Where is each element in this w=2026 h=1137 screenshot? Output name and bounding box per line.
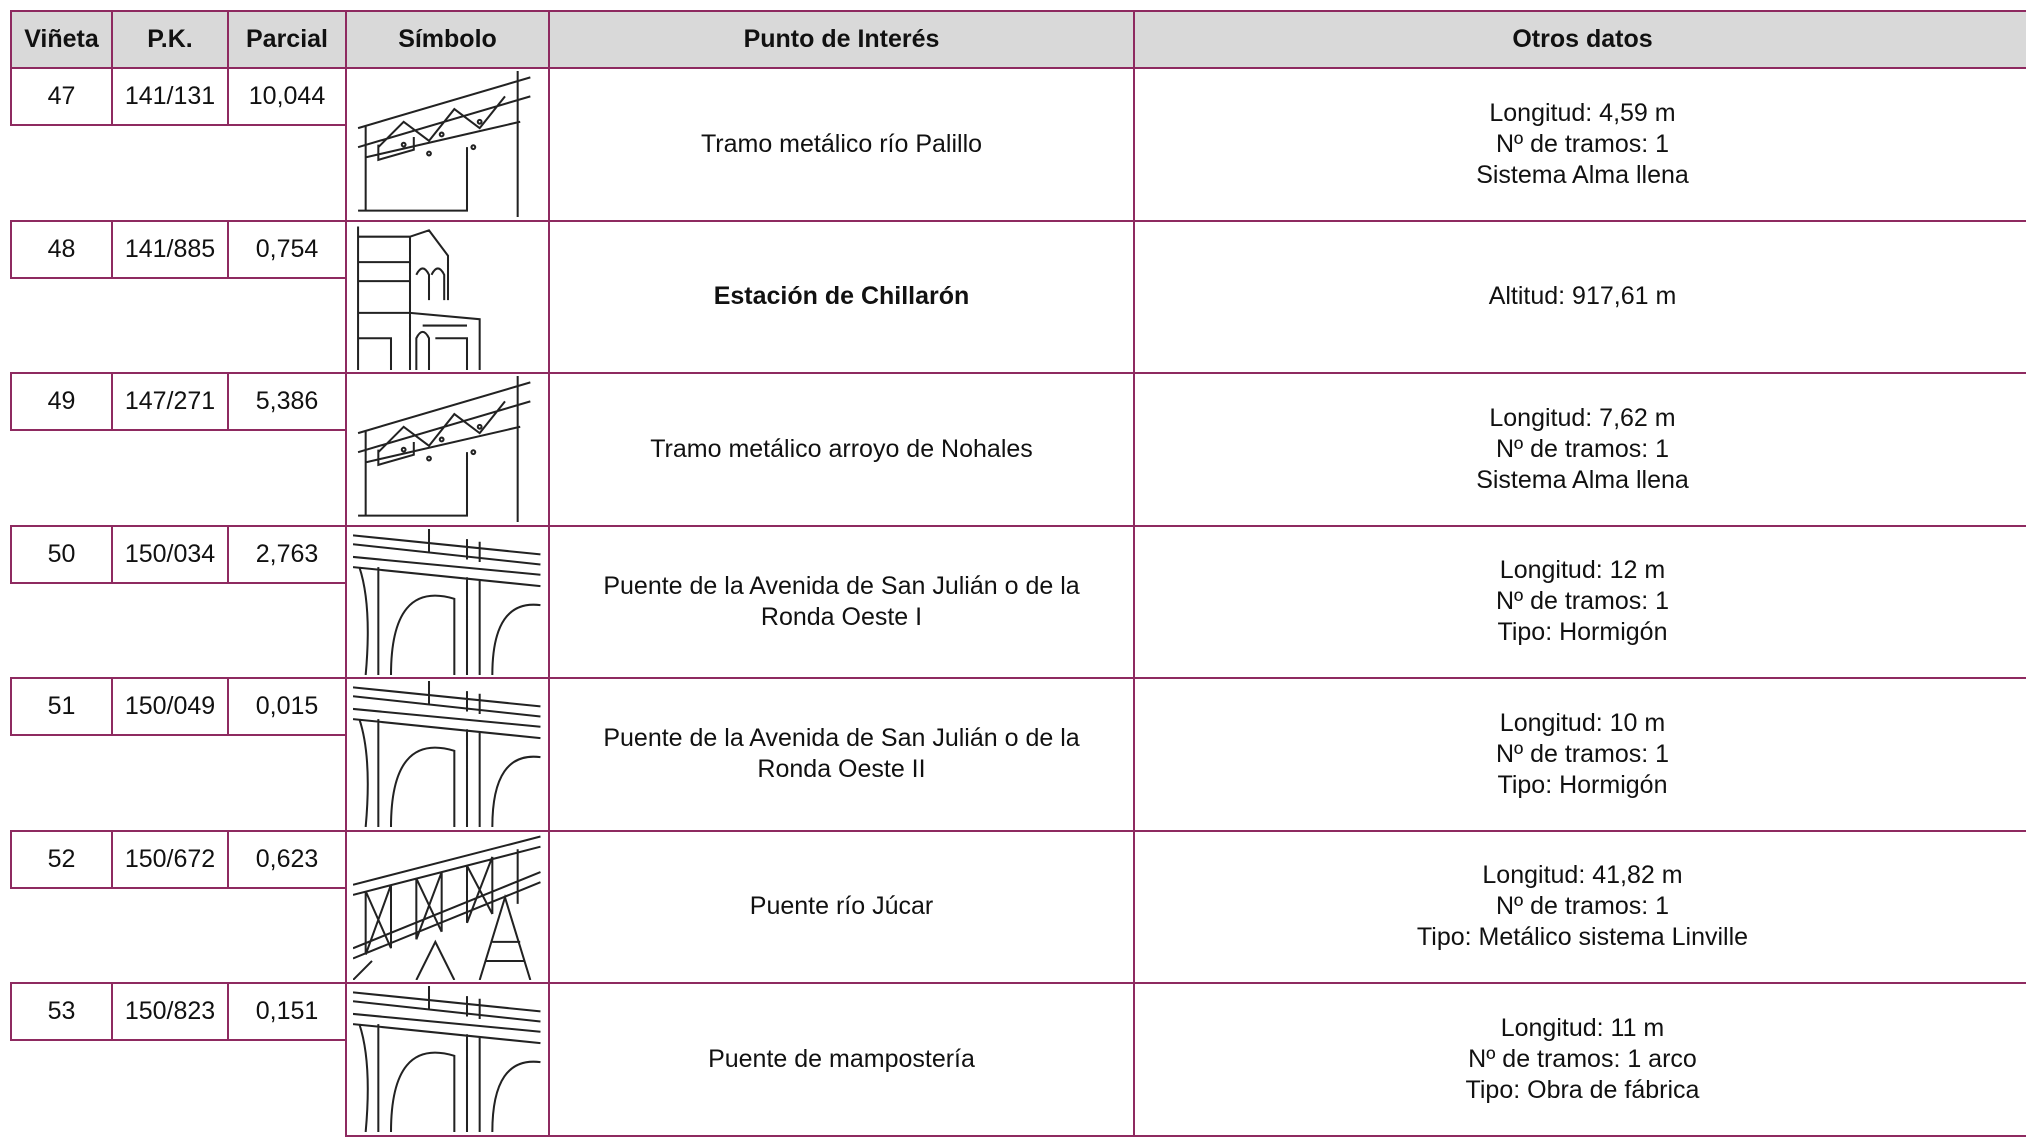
other-lines: Longitud: 11 m Nº de tramos: 1 arco Tipo: … bbox=[1466, 1013, 1700, 1106]
other-line: Longitud: 10 m bbox=[1499, 708, 1666, 737]
vineta-cell: 51 bbox=[10, 677, 113, 736]
pk-cell: 141/131 bbox=[111, 67, 229, 126]
other-line: Tipo: Obra de fábrica bbox=[1465, 1075, 1700, 1104]
other-lines: Altitud: 917,61 m bbox=[1489, 281, 1677, 312]
vineta-cell: 50 bbox=[10, 524, 113, 584]
symbol-icon bbox=[353, 681, 541, 827]
symbol-cell bbox=[345, 372, 550, 527]
other-cell: Altitud: 917,61 m bbox=[1133, 219, 2026, 374]
symbol-cell bbox=[345, 524, 550, 679]
other-line: Tipo: Hormigón bbox=[1497, 618, 1668, 647]
vineta-cell: 53 bbox=[10, 982, 113, 1041]
other-line: Longitud: 12 m bbox=[1499, 556, 1666, 585]
vineta-cell: 49 bbox=[10, 372, 113, 431]
other-lines: Longitud: 7,62 m Nº de tramos: 1 Sistema A… bbox=[1476, 403, 1689, 496]
parcial-cell: 0,015 bbox=[227, 677, 347, 736]
other-cell: Longitud: 41,82 m Nº de tramos: 1 Tipo: Me… bbox=[1133, 829, 2026, 984]
point-name: Estación de Chillarón bbox=[713, 282, 970, 311]
symbol-icon bbox=[353, 528, 541, 675]
pk-cell: 147/271 bbox=[111, 372, 229, 431]
other-lines: Longitud: 41,82 m Nº de tramos: 1 Tipo: Me… bbox=[1417, 860, 1748, 953]
other-line: Tipo: Metálico sistema Linville bbox=[1416, 923, 1749, 952]
other-line: Longitud: 7,62 m bbox=[1489, 403, 1676, 432]
other-cell: Longitud: 10 m Nº de tramos: 1 Tipo: Hormi… bbox=[1133, 677, 2026, 832]
header-cell: P.K. bbox=[111, 10, 229, 69]
vineta-cell: 47 bbox=[10, 67, 113, 126]
point-name: Tramo metálico arroyo de Nohales bbox=[650, 434, 1033, 463]
header-cell: Parcial bbox=[227, 10, 347, 69]
parcial-cell: 0,754 bbox=[227, 219, 347, 279]
symbol-icon bbox=[353, 986, 541, 1132]
point-cell: Puente río Júcar bbox=[548, 829, 1135, 984]
pk-cell: 150/049 bbox=[111, 677, 229, 736]
pk-cell: 141/885 bbox=[111, 219, 229, 279]
point-name: Puente de mampostería bbox=[708, 1044, 975, 1073]
other-cell: Longitud: 7,62 m Nº de tramos: 1 Sistema A… bbox=[1133, 372, 2026, 527]
point-cell: Puente de la Avenida de San Julián o de … bbox=[548, 677, 1135, 832]
point-cell: Estación de Chillarón bbox=[548, 219, 1135, 374]
point-name: Puente río Júcar bbox=[749, 892, 934, 921]
other-lines: Longitud: 10 m Nº de tramos: 1 Tipo: Hormi… bbox=[1496, 708, 1669, 801]
pk-cell: 150/823 bbox=[111, 982, 229, 1041]
other-line: Nº de tramos: 1 bbox=[1495, 129, 1670, 158]
parcial-cell: 10,044 bbox=[227, 67, 347, 126]
symbol-cell bbox=[345, 829, 550, 984]
other-line: Nº de tramos: 1 bbox=[1495, 739, 1670, 768]
other-line: Nº de tramos: 1 arco bbox=[1468, 1044, 1697, 1073]
other-cell: Longitud: 12 m Nº de tramos: 1 Tipo: Hormi… bbox=[1133, 524, 2026, 679]
other-line: Tipo: Hormigón bbox=[1497, 770, 1668, 799]
point-name: Puente de la Avenida de San Julián o de … bbox=[603, 571, 1080, 631]
other-line: Altitud: 917,61 m bbox=[1488, 282, 1677, 311]
symbol-icon bbox=[357, 376, 531, 522]
parcial-cell: 0,151 bbox=[227, 982, 347, 1041]
pk-cell: 150/672 bbox=[111, 829, 229, 889]
other-cell: Longitud: 4,59 m Nº de tramos: 1 Sistema A… bbox=[1133, 67, 2026, 222]
symbol-icon bbox=[357, 71, 531, 217]
parcial-cell: 2,763 bbox=[227, 524, 347, 584]
vineta-cell: 48 bbox=[10, 219, 113, 279]
point-name: Puente de la Avenida de San Julián o de … bbox=[603, 724, 1080, 784]
other-line: Nº de tramos: 1 bbox=[1495, 587, 1670, 616]
header-cell: Símbolo bbox=[345, 10, 550, 69]
other-line: Sistema Alma llena bbox=[1476, 465, 1689, 494]
header-cell: Otros datos bbox=[1133, 10, 2026, 69]
header-cell: Punto de Interés bbox=[548, 10, 1135, 69]
parcial-cell: 5,386 bbox=[227, 372, 347, 431]
other-lines: Longitud: 12 m Nº de tramos: 1 Tipo: Hormi… bbox=[1496, 555, 1669, 648]
symbol-icon bbox=[357, 226, 481, 370]
point-cell: Tramo metálico arroyo de Nohales bbox=[548, 372, 1135, 527]
other-line: Sistema Alma llena bbox=[1476, 160, 1689, 189]
other-cell: Longitud: 11 m Nº de tramos: 1 arco Tipo: … bbox=[1133, 982, 2026, 1137]
other-line: Longitud: 41,82 m bbox=[1482, 861, 1683, 890]
other-line: Longitud: 11 m bbox=[1500, 1013, 1665, 1042]
parcial-cell: 0,623 bbox=[227, 829, 347, 889]
other-lines: Longitud: 4,59 m Nº de tramos: 1 Sistema A… bbox=[1476, 98, 1689, 191]
symbol-cell bbox=[345, 677, 550, 832]
vineta-cell: 52 bbox=[10, 829, 113, 889]
symbol-cell bbox=[345, 219, 550, 374]
symbol-cell bbox=[345, 982, 550, 1137]
pk-cell: 150/034 bbox=[111, 524, 229, 584]
symbol-icon bbox=[353, 835, 541, 980]
header-cell: Viñeta bbox=[10, 10, 113, 69]
other-line: Nº de tramos: 1 bbox=[1495, 892, 1670, 921]
point-name: Tramo metálico río Palillo bbox=[700, 129, 983, 158]
symbol-cell bbox=[345, 67, 550, 222]
other-line: Longitud: 4,59 m bbox=[1489, 98, 1676, 127]
point-cell: Puente de la Avenida de San Julián o de … bbox=[548, 524, 1135, 679]
other-line: Nº de tramos: 1 bbox=[1495, 434, 1670, 463]
point-cell: Puente de mampostería bbox=[548, 982, 1135, 1137]
point-cell: Tramo metálico río Palillo bbox=[548, 67, 1135, 222]
